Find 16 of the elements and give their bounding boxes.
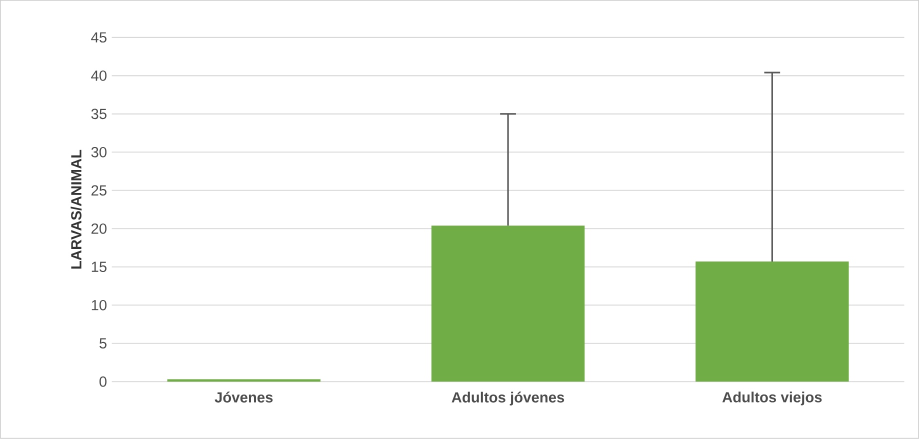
y-tick-label: 20 <box>92 224 107 234</box>
y-axis-title: LARVAS/ANIMAL <box>70 150 82 269</box>
y-tick-label: 40 <box>91 70 107 82</box>
y-tick-label: 45 <box>91 32 106 43</box>
bar <box>696 262 849 382</box>
y-tick-label: 25 <box>92 185 106 196</box>
x-tick-label: Adultos jóvenes <box>452 392 564 406</box>
y-tick-label: 0 <box>100 376 107 387</box>
y-tick-label: 15 <box>92 262 106 272</box>
y-tick-label: 30 <box>91 147 107 158</box>
bar <box>431 226 585 382</box>
x-tick-label: Jóvenes <box>214 392 273 403</box>
y-tick-label: 35 <box>91 108 106 120</box>
y-tick-label: 5 <box>100 338 106 349</box>
x-tick-label: Adultos viejos <box>722 392 822 406</box>
y-tick-label: 10 <box>92 300 107 310</box>
